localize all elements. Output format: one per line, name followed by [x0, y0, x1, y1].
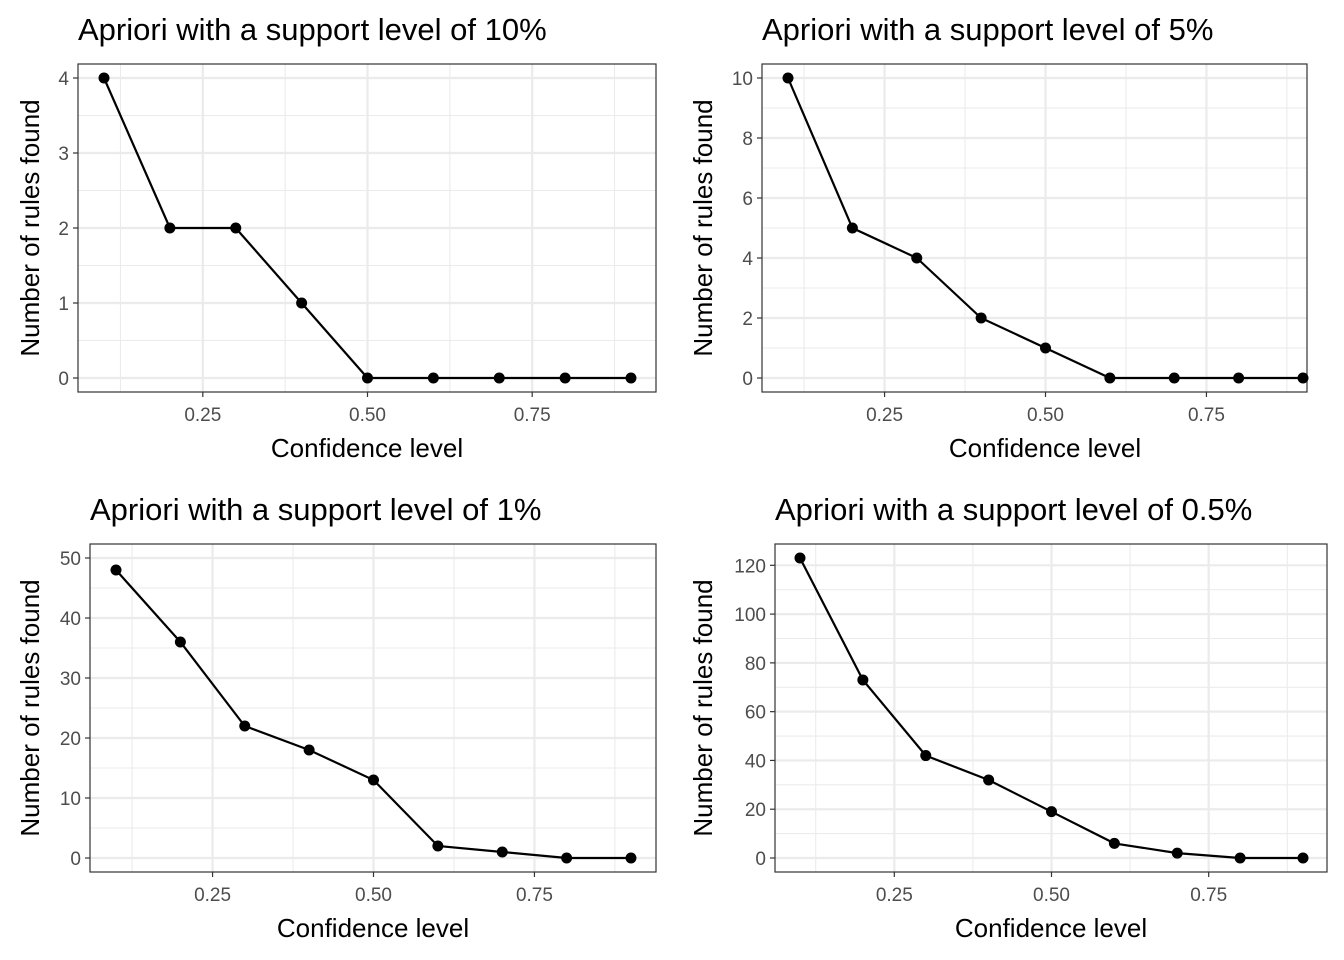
- x-tick-label: 0.50: [349, 405, 386, 426]
- data-point: [303, 744, 315, 756]
- y-tick-label: 20: [60, 729, 81, 750]
- y-axis-title: Number of rules found: [15, 579, 45, 836]
- data-point: [1297, 852, 1309, 864]
- data-point: [1108, 837, 1120, 849]
- data-point: [794, 552, 806, 564]
- data-point: [911, 252, 923, 264]
- x-axis-title: Confidence level: [955, 913, 1147, 943]
- y-tick-label: 40: [60, 609, 81, 630]
- data-point: [427, 372, 439, 384]
- y-tick-label: 6: [742, 189, 753, 210]
- chart-title: Apriori with a support level of 10%: [78, 12, 547, 47]
- data-point: [561, 852, 573, 864]
- x-tick-label: 0.75: [514, 405, 551, 426]
- chart-title: Apriori with a support level of 0.5%: [775, 492, 1252, 527]
- y-axis-title: Number of rules found: [688, 99, 718, 356]
- data-point: [368, 774, 379, 786]
- data-point: [230, 222, 242, 234]
- x-axis-title: Confidence level: [277, 913, 469, 943]
- data-point: [782, 72, 794, 84]
- y-tick-label: 0: [58, 369, 69, 390]
- chart-support-1: Apriori with a support level of 1% Confi…: [15, 492, 657, 943]
- y-axis-title: Number of rules found: [688, 579, 718, 836]
- y-tick-label: 60: [745, 703, 766, 724]
- y-tick-label: 1: [58, 294, 69, 315]
- x-tick-label: 0.50: [1033, 885, 1070, 906]
- x-axis-title: Confidence level: [271, 433, 463, 463]
- y-tick-label: 80: [745, 654, 766, 675]
- data-point: [625, 372, 637, 384]
- y-tick-label: 10: [732, 69, 753, 90]
- data-point: [625, 852, 637, 864]
- x-tick-label: 0.50: [1027, 405, 1064, 426]
- data-point: [920, 750, 932, 762]
- x-tick-label: 0.50: [355, 885, 392, 906]
- data-point: [983, 774, 995, 786]
- y-tick-label: 4: [58, 69, 69, 90]
- y-tick-label: 0: [70, 849, 81, 870]
- data-point: [239, 720, 251, 732]
- y-tick-label: 20: [745, 800, 766, 821]
- y-tick-label: 50: [60, 549, 81, 570]
- data-point: [1168, 372, 1180, 384]
- data-point: [846, 222, 858, 234]
- y-tick-label: 10: [60, 789, 81, 810]
- data-point: [1104, 372, 1116, 384]
- data-point: [1233, 372, 1245, 384]
- x-tick-label: 0.25: [876, 885, 913, 906]
- x-tick-label: 0.25: [866, 405, 903, 426]
- data-point: [1234, 852, 1246, 864]
- x-tick-label: 0.25: [194, 885, 231, 906]
- x-tick-label: 0.75: [1190, 885, 1227, 906]
- x-tick-label: 0.75: [516, 885, 553, 906]
- y-tick-label: 100: [734, 605, 766, 626]
- chart-title: Apriori with a support level of 5%: [762, 12, 1213, 47]
- y-tick-label: 8: [742, 129, 753, 150]
- y-tick-label: 0: [742, 369, 753, 390]
- data-point: [110, 564, 122, 576]
- data-point: [493, 372, 505, 384]
- data-point: [1297, 372, 1309, 384]
- chart-title: Apriori with a support level of 1%: [90, 492, 541, 527]
- data-point: [362, 372, 373, 384]
- data-point: [559, 372, 571, 384]
- y-tick-label: 0: [755, 849, 766, 870]
- grid: [775, 544, 1327, 872]
- data-point: [1171, 847, 1183, 859]
- y-tick-label: 40: [745, 751, 766, 772]
- data-point: [1046, 806, 1057, 818]
- y-tick-label: 4: [742, 249, 753, 270]
- chart-support-10: Apriori with a support level of 10% Conf…: [15, 12, 657, 463]
- data-point: [98, 72, 110, 84]
- data-point: [857, 674, 869, 686]
- y-tick-label: 120: [734, 556, 766, 577]
- plot-panel: [761, 63, 1308, 393]
- y-tick-label: 3: [58, 144, 69, 165]
- y-tick-label: 2: [742, 309, 753, 330]
- grid: [90, 544, 656, 872]
- chart-support-5: Apriori with a support level of 5% Confi…: [688, 12, 1309, 463]
- y-tick-label: 30: [60, 669, 81, 690]
- data-point: [496, 846, 508, 858]
- x-tick-label: 0.75: [1188, 405, 1225, 426]
- y-axis-title: Number of rules found: [15, 99, 45, 356]
- x-tick-label: 0.25: [184, 405, 221, 426]
- data-point: [1040, 342, 1051, 354]
- data-point: [432, 840, 444, 852]
- data-point: [164, 222, 176, 234]
- y-tick-label: 2: [58, 219, 69, 240]
- data-point: [975, 312, 987, 324]
- data-point: [296, 297, 308, 309]
- chart-support-0-5: Apriori with a support level of 0.5% Con…: [688, 492, 1328, 943]
- x-axis-title: Confidence level: [949, 433, 1141, 463]
- data-point: [174, 636, 186, 648]
